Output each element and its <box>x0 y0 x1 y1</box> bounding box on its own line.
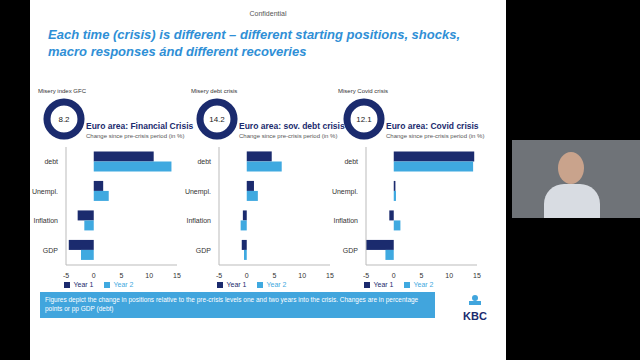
svg-text:debt: debt <box>197 158 211 165</box>
svg-text:14.2: 14.2 <box>209 115 225 124</box>
html-text:Figures depict the change in p: Figures depict the change in positions r… <box>45 296 419 312</box>
svg-text:Inflation: Inflation <box>33 217 58 224</box>
html-text:Euro area: Covid crisis: Euro area: Covid crisis <box>386 121 479 131</box>
html-text:Change since pre-crisis period: Change since pre-crisis period (in %) <box>239 133 338 139</box>
svg-text:Unempl.: Unempl. <box>185 188 211 196</box>
svg-text:15: 15 <box>173 272 181 279</box>
html-text:Year 2: Year 2 <box>266 281 287 288</box>
svg-text:0: 0 <box>92 272 96 279</box>
svg-text:5: 5 <box>273 272 277 279</box>
svg-text:Unempl.: Unempl. <box>32 188 58 196</box>
svg-text:0: 0 <box>245 272 249 279</box>
html-text:Change since pre-crisis period: Change since pre-crisis period (in %) <box>386 133 485 139</box>
html-text:Misery Covid crisis: Misery Covid crisis <box>338 88 388 94</box>
svg-text:-5: -5 <box>363 272 369 279</box>
html-text:Year 1: Year 1 <box>73 281 94 288</box>
html-text:Year 2: Year 2 <box>113 281 134 288</box>
html-text:Confidential: Confidential <box>249 10 287 17</box>
svg-text:5: 5 <box>120 272 124 279</box>
svg-text:-5: -5 <box>63 272 69 279</box>
html-text:KBC: KBC <box>463 310 487 322</box>
html-text:Year 1: Year 1 <box>373 281 394 288</box>
svg-text:GDP: GDP <box>43 247 59 254</box>
svg-text:0: 0 <box>392 272 396 279</box>
svg-text:15: 15 <box>326 272 334 279</box>
svg-text:Inflation: Inflation <box>186 217 211 224</box>
svg-text:10: 10 <box>145 272 153 279</box>
svg-text:5: 5 <box>420 272 424 279</box>
svg-text:10: 10 <box>445 272 453 279</box>
svg-text:Inflation: Inflation <box>333 217 358 224</box>
svg-text:GDP: GDP <box>196 247 212 254</box>
svg-text:GDP: GDP <box>343 247 359 254</box>
html-text:Misery index GFC: Misery index GFC <box>38 88 86 94</box>
svg-text:15: 15 <box>473 272 481 279</box>
html-text:Misery debt crisis: Misery debt crisis <box>191 88 238 94</box>
html-text:Year 2: Year 2 <box>413 281 434 288</box>
svg-text:-5: -5 <box>216 272 222 279</box>
html-text:Year 1: Year 1 <box>226 281 247 288</box>
html-text:Each time (crisis) is differen: Each time (crisis) is different – differ… <box>48 27 460 59</box>
svg-text:8.2: 8.2 <box>58 115 70 124</box>
html-text:Euro area: sov. debt crisis: Euro area: sov. debt crisis <box>239 121 345 131</box>
svg-text:Unempl.: Unempl. <box>332 188 358 196</box>
svg-text:debt: debt <box>344 158 358 165</box>
svg-text:10: 10 <box>298 272 306 279</box>
svg-text:12.1: 12.1 <box>356 115 372 124</box>
html-text:Euro area: Financial Crisis: Euro area: Financial Crisis <box>86 121 194 131</box>
html-text:Change since pre-crisis period: Change since pre-crisis period (in %) <box>86 133 185 139</box>
svg-text:debt: debt <box>44 158 58 165</box>
